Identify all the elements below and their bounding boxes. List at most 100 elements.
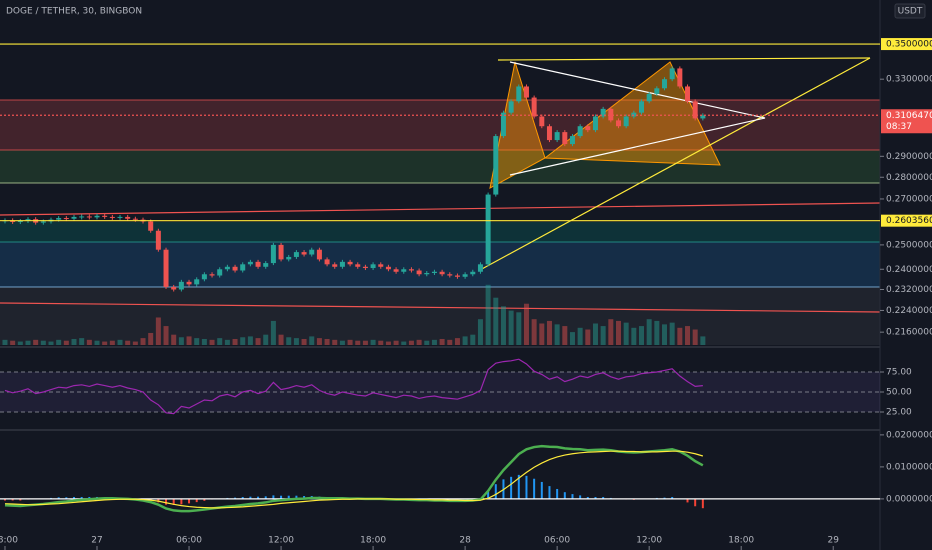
candle [301, 252, 307, 255]
zone [0, 150, 880, 183]
volume-bar [209, 339, 215, 345]
candle [462, 274, 468, 277]
volume-bar [171, 334, 177, 345]
candle [339, 261, 345, 267]
candle [439, 271, 445, 275]
macd-line [4, 450, 704, 509]
volume-bar [293, 338, 299, 345]
candle [516, 86, 522, 102]
price-tag [881, 109, 932, 134]
price-tag [881, 38, 932, 51]
volume-bar [10, 340, 16, 345]
histogram-bar [11, 498, 14, 501]
histogram-bar [172, 498, 175, 505]
volume-bar [102, 341, 108, 345]
histogram-bar [88, 496, 91, 499]
volume-bar [585, 329, 591, 345]
y-tick-label: 50.00 [886, 388, 912, 398]
volume-bar [600, 326, 606, 345]
rsi-line [4, 358, 703, 415]
volume-bar [247, 336, 253, 345]
histogram-bar [272, 495, 275, 499]
candle [477, 264, 483, 272]
histogram-bar [548, 486, 551, 499]
histogram-bar [257, 496, 260, 499]
histogram-bar [517, 474, 520, 499]
volume-bar [286, 337, 292, 345]
volume-bar [63, 340, 69, 345]
candle [102, 215, 108, 217]
zone [0, 242, 880, 287]
volume-bar [217, 338, 223, 345]
volume-bar [362, 340, 368, 345]
histogram-bar [188, 498, 191, 504]
candle [125, 216, 131, 219]
volume-bar [25, 340, 31, 345]
candle [117, 216, 123, 218]
volume-bar [255, 338, 261, 345]
candle [585, 126, 591, 131]
candle [569, 136, 575, 145]
volume-bar [385, 341, 391, 345]
volume-bar [17, 341, 23, 345]
volume-bar [309, 336, 315, 345]
volume-bar [79, 338, 85, 345]
volume-bar [140, 338, 146, 345]
volume-bar [408, 340, 414, 345]
volume-bar [662, 324, 668, 345]
volume-bar [194, 338, 200, 345]
histogram-bar [234, 497, 237, 499]
y-tick-label: 0.2240000 [886, 306, 932, 316]
histogram-bar [57, 497, 60, 499]
trend-line [0, 202, 881, 216]
y-tick-label: 25.00 [886, 408, 912, 418]
candle [355, 264, 361, 267]
volume-bar [462, 336, 468, 345]
candle [700, 115, 706, 119]
x-tick-label: 18:00 [728, 536, 754, 546]
volume-bar [148, 332, 154, 345]
x-tick-label: 29 [827, 536, 839, 546]
candle [692, 101, 698, 119]
volume-bar [608, 319, 614, 345]
volume-bar [355, 340, 361, 345]
candle [194, 279, 200, 285]
volume-bar [447, 339, 453, 345]
volume-bar [416, 339, 422, 345]
volume-bar [2, 339, 8, 345]
volume-bar [48, 341, 54, 345]
symbol-title: DOGE / TETHER, 30, BINGBON [6, 7, 142, 17]
candle [638, 101, 644, 113]
candle [393, 269, 399, 272]
x-tick-label: 06:00 [544, 536, 570, 546]
triangle [509, 61, 766, 176]
trend-line [497, 57, 871, 61]
candle [577, 126, 583, 137]
price-tag [881, 214, 932, 227]
volume-bar [178, 337, 184, 345]
volume-bar [470, 334, 476, 345]
candle [286, 256, 292, 260]
histogram-bar [663, 497, 666, 499]
candle [362, 266, 368, 269]
y-tick-label: 0.2400000 [886, 265, 932, 275]
volume-bar [117, 339, 123, 345]
volume-bar [132, 341, 138, 345]
candle [40, 221, 46, 223]
currency-button[interactable] [894, 3, 926, 19]
histogram-bar [510, 476, 513, 499]
volume-bar [700, 336, 706, 345]
histogram-bar [165, 498, 168, 505]
currency-label[interactable]: USDT [898, 7, 923, 17]
candle [531, 97, 537, 117]
volume-bar [71, 338, 77, 345]
candle [109, 216, 115, 218]
histogram-bar [249, 496, 252, 499]
volume-bar [378, 340, 384, 345]
histogram-bar [487, 491, 490, 499]
candle [232, 266, 238, 271]
y-tick-label: 0.2160000 [886, 328, 932, 338]
volume-bar [500, 306, 506, 345]
y-tick-label: 0.2900000 [886, 152, 932, 162]
y-tick-label: 0.2320000 [886, 285, 932, 295]
